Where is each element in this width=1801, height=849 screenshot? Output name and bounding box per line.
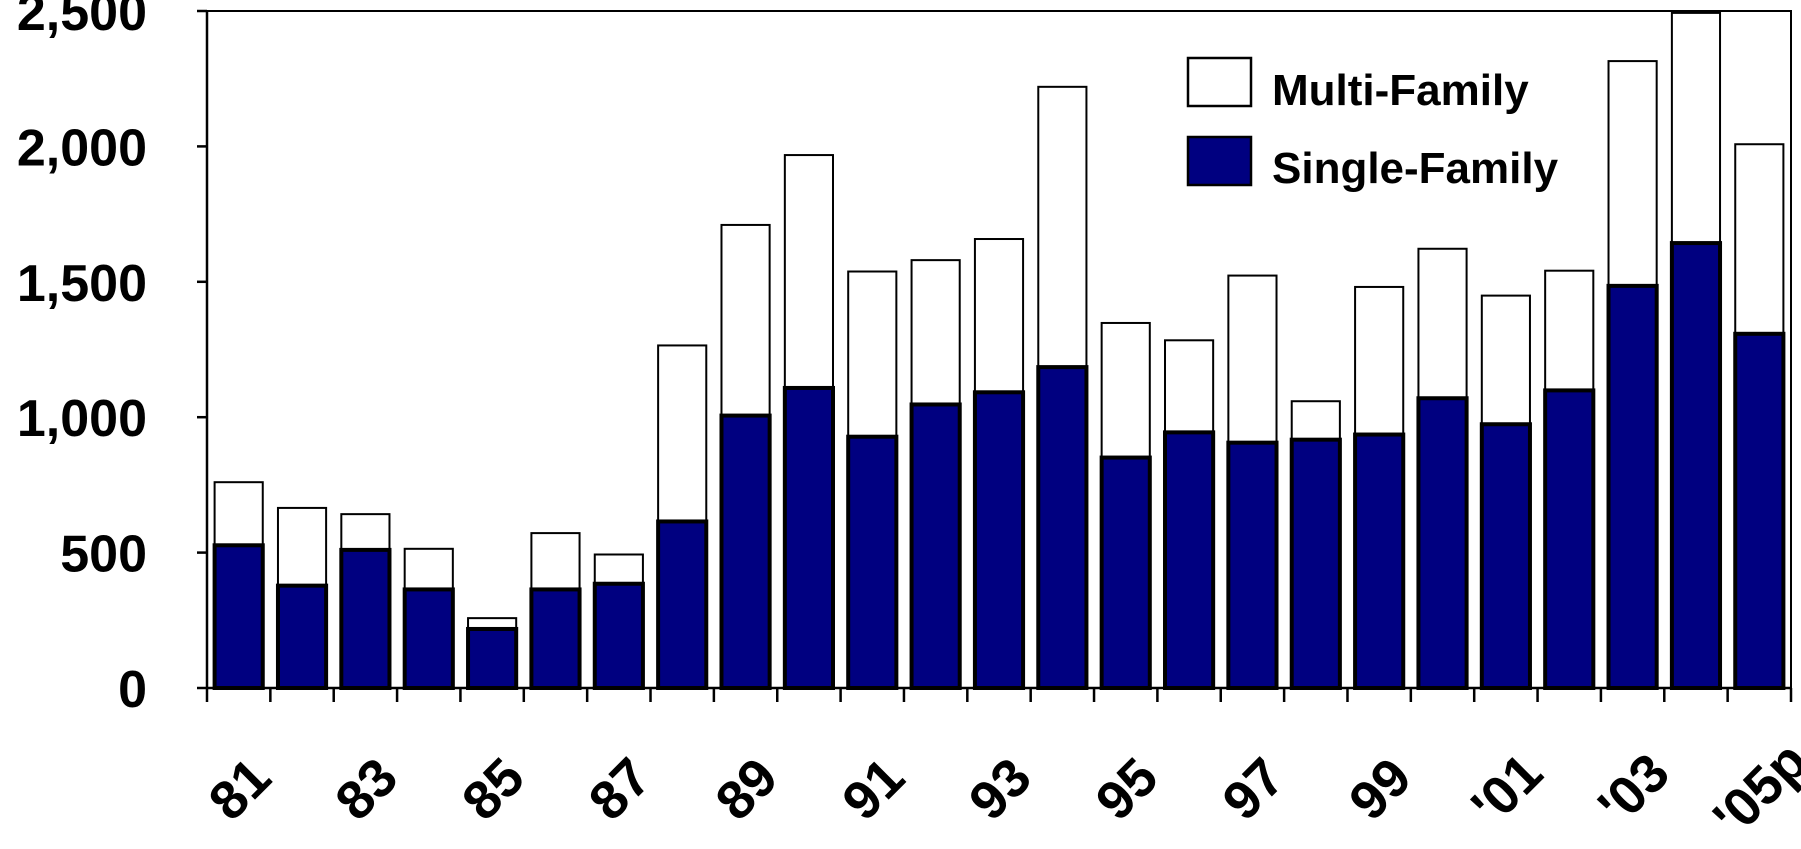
bar-single-family-84 [405, 589, 453, 688]
legend-label-single-family: Single-Family [1272, 144, 1559, 193]
bar-multi-family-03 [1609, 61, 1657, 286]
bar-multi-family-88 [658, 345, 706, 521]
bar-single-family-05p [1735, 334, 1783, 688]
bar-multi-family-95 [1102, 323, 1150, 458]
bar-multi-family-90 [785, 155, 833, 388]
bar-single-family-02 [1545, 390, 1593, 688]
x-tick-label: '01 [1460, 742, 1554, 836]
bar-multi-family-01 [1482, 296, 1530, 425]
bar-single-family-94 [1038, 367, 1086, 688]
bar-single-family-83 [341, 550, 389, 688]
x-tick-label: '05p [1702, 731, 1801, 848]
y-tick-label: 1,500 [17, 255, 147, 313]
bar-multi-family-05p [1735, 144, 1783, 334]
legend-label-multi-family: Multi-Family [1272, 66, 1529, 115]
bar-multi-family-04 [1672, 13, 1720, 243]
x-tick-label: 89 [704, 747, 789, 832]
bar-single-family-81 [215, 545, 263, 688]
bar-single-family-92 [912, 404, 960, 688]
bar-single-family-82 [278, 586, 326, 688]
x-tick-label: 99 [1338, 747, 1423, 832]
bar-single-family-98 [1292, 440, 1340, 688]
bar-single-family-85 [468, 629, 516, 688]
legend-swatch-multi-family [1188, 58, 1251, 106]
bar-single-family-87 [595, 584, 643, 688]
bar-multi-family-84 [405, 549, 453, 590]
bar-multi-family-94 [1038, 87, 1086, 367]
bar-single-family-96 [1165, 432, 1213, 688]
bar-single-family-97 [1228, 443, 1276, 688]
bars-layer [215, 13, 1784, 688]
bar-single-family-99 [1355, 435, 1403, 688]
bar-single-family-88 [658, 521, 706, 688]
x-tick-label: 87 [578, 747, 663, 832]
x-tick-label: 85 [451, 747, 536, 832]
bar-multi-family-93 [975, 239, 1023, 392]
x-tick-label: 81 [197, 747, 282, 832]
bar-single-family-01 [1482, 424, 1530, 688]
x-tick-label: 97 [1211, 747, 1296, 832]
y-tick-label: 500 [60, 526, 147, 584]
legend: Multi-Family Single-Family [1188, 58, 1559, 193]
y-tick-label: 0 [118, 661, 147, 719]
bar-multi-family-81 [215, 482, 263, 545]
bar-single-family-04 [1672, 243, 1720, 688]
bar-single-family-03 [1609, 286, 1657, 688]
y-tick-label: 2,000 [17, 119, 147, 177]
bar-multi-family-96 [1165, 340, 1213, 432]
bar-multi-family-99 [1355, 287, 1403, 435]
bar-multi-family-89 [721, 225, 769, 416]
bar-multi-family-82 [278, 508, 326, 586]
x-tick-label: 93 [958, 747, 1043, 832]
bar-multi-family-92 [912, 260, 960, 404]
legend-swatch-single-family [1188, 137, 1251, 185]
bar-multi-family-86 [531, 533, 579, 589]
bar-multi-family-00 [1418, 249, 1466, 398]
y-tick-label: 1,000 [17, 390, 147, 448]
bar-single-family-91 [848, 437, 896, 688]
y-tick-label: 2,500 [17, 0, 147, 42]
bar-single-family-90 [785, 388, 833, 688]
bar-single-family-86 [531, 589, 579, 688]
x-tick-label: '03 [1587, 742, 1681, 836]
bar-multi-family-02 [1545, 271, 1593, 391]
axes-layer: 0 500 1,000 1,500 2,000 2,500 81 83 85 87 89 91 93 95… [17, 0, 1801, 848]
bar-multi-family-98 [1292, 401, 1340, 439]
x-tick-label: 91 [831, 747, 916, 832]
bar-single-family-89 [721, 416, 769, 688]
bar-multi-family-87 [595, 554, 643, 583]
bar-single-family-95 [1102, 458, 1150, 688]
x-tick-label: 95 [1085, 747, 1170, 832]
bar-multi-family-83 [341, 514, 389, 550]
x-tick-label: 83 [324, 747, 409, 832]
bar-single-family-00 [1418, 398, 1466, 688]
bar-multi-family-91 [848, 272, 896, 437]
bar-multi-family-97 [1228, 276, 1276, 443]
bar-single-family-93 [975, 392, 1023, 688]
